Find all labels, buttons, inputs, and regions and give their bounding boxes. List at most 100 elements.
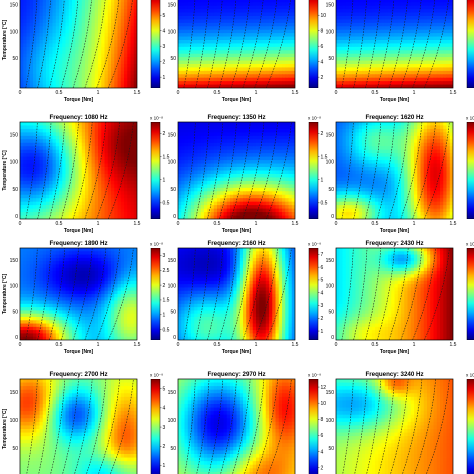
heatmap-cell bbox=[246, 70, 250, 75]
heatmap-cell bbox=[378, 70, 382, 75]
heatmap-cell bbox=[285, 9, 289, 13]
heatmap-cell bbox=[213, 74, 218, 79]
heatmap-cell bbox=[223, 29, 228, 34]
heatmap-cell bbox=[133, 201, 137, 206]
heatmap-cell bbox=[26, 0, 31, 3]
heatmap-cell bbox=[404, 81, 408, 85]
heatmap-cell bbox=[29, 142, 34, 147]
heatmap-cell bbox=[243, 43, 247, 48]
heatmap-cell bbox=[236, 70, 241, 75]
heatmap-cell bbox=[42, 12, 47, 17]
heatmap-cell bbox=[259, 139, 263, 144]
heatmap-cell bbox=[233, 153, 237, 158]
heatmap-cell bbox=[262, 177, 267, 182]
heatmap-cell bbox=[291, 160, 295, 164]
heatmap-cell bbox=[256, 122, 260, 126]
heatmap-cell bbox=[282, 84, 286, 88]
heatmap-cell bbox=[336, 29, 340, 34]
heatmap-cell bbox=[368, 2, 373, 7]
heatmap-cell bbox=[33, 180, 37, 185]
heatmap-cell bbox=[104, 70, 109, 75]
heatmap-cell bbox=[230, 146, 234, 151]
heatmap-cell bbox=[239, 40, 244, 44]
heatmap-cell bbox=[278, 142, 283, 147]
contour-line bbox=[37, 122, 52, 219]
heatmap-cell bbox=[46, 146, 50, 151]
heatmap-cell bbox=[339, 0, 343, 3]
heatmap-cell bbox=[117, 170, 122, 175]
heatmap-cell bbox=[446, 70, 451, 75]
heatmap-cell bbox=[107, 57, 112, 61]
heatmap-cell bbox=[349, 9, 353, 13]
heatmap-cell bbox=[282, 43, 286, 48]
heatmap-cell bbox=[197, 135, 202, 140]
heatmap-cell bbox=[223, 57, 228, 61]
heatmap-cell bbox=[178, 132, 182, 137]
heatmap-cell bbox=[91, 125, 96, 130]
heatmap-cell bbox=[68, 26, 73, 31]
heatmap-cell bbox=[55, 70, 60, 75]
heatmap-cell bbox=[59, 187, 63, 192]
heatmap-cell bbox=[124, 12, 128, 17]
heatmap-cell bbox=[194, 12, 198, 17]
heatmap-cell bbox=[78, 139, 83, 144]
heatmap-cell bbox=[65, 40, 70, 44]
heatmap-cell bbox=[401, 50, 405, 55]
heatmap-cell bbox=[278, 167, 283, 171]
heatmap-cell bbox=[401, 26, 405, 31]
heatmap-cell bbox=[33, 167, 37, 171]
heatmap-cell bbox=[381, 84, 386, 88]
heatmap-cell bbox=[362, 22, 366, 27]
heatmap-cell bbox=[94, 132, 99, 137]
heatmap-cell bbox=[26, 139, 31, 144]
heatmap-cell bbox=[256, 0, 260, 3]
heatmap-cell bbox=[49, 60, 53, 65]
heatmap-cell bbox=[427, 9, 431, 13]
heatmap-cell bbox=[345, 16, 350, 20]
heatmap-cell bbox=[104, 132, 109, 137]
heatmap-cell bbox=[94, 167, 99, 171]
heatmap-cell bbox=[362, 84, 366, 88]
heatmap-cell bbox=[288, 139, 293, 144]
heatmap-cell bbox=[107, 50, 112, 55]
heatmap-cell bbox=[49, 160, 53, 164]
heatmap-cell bbox=[111, 187, 115, 192]
heatmap-cell bbox=[407, 74, 412, 79]
heatmap-cell bbox=[213, 163, 218, 168]
heatmap-cell bbox=[187, 177, 192, 182]
heatmap-cell bbox=[220, 74, 224, 79]
heatmap-cell bbox=[440, 57, 444, 61]
heatmap-cell bbox=[75, 16, 79, 20]
heatmap-cell bbox=[282, 67, 286, 72]
heatmap-cell bbox=[384, 74, 389, 79]
heatmap-cell bbox=[111, 50, 115, 55]
heatmap-cell bbox=[49, 81, 53, 85]
heatmap-cell bbox=[75, 9, 79, 13]
heatmap-cell bbox=[282, 122, 286, 126]
heatmap-cell bbox=[72, 160, 76, 164]
heatmap-cell bbox=[259, 29, 263, 34]
heatmap-cell bbox=[191, 2, 195, 7]
heatmap-cell bbox=[436, 22, 441, 27]
heatmap-cell bbox=[107, 139, 112, 144]
heatmap-cell bbox=[81, 2, 86, 7]
contour-line bbox=[195, 0, 209, 88]
heatmap-cell bbox=[275, 46, 280, 51]
heatmap-cell bbox=[362, 36, 366, 41]
heatmap-cell bbox=[278, 81, 283, 85]
heatmap-cell bbox=[127, 156, 131, 161]
heatmap-cell bbox=[124, 194, 128, 199]
heatmap-cell bbox=[23, 43, 27, 48]
heatmap-cell bbox=[407, 12, 412, 17]
heatmap-cell bbox=[204, 191, 208, 196]
heatmap-cell bbox=[272, 139, 276, 144]
heatmap-cell bbox=[55, 57, 60, 61]
heatmap-cell bbox=[81, 64, 86, 68]
heatmap-cell bbox=[130, 9, 135, 13]
heatmap-cell bbox=[65, 156, 70, 161]
heatmap-cell bbox=[246, 194, 250, 199]
heatmap-cell bbox=[52, 2, 57, 7]
heatmap-cell bbox=[436, 46, 441, 51]
heatmap-cell bbox=[81, 139, 86, 144]
